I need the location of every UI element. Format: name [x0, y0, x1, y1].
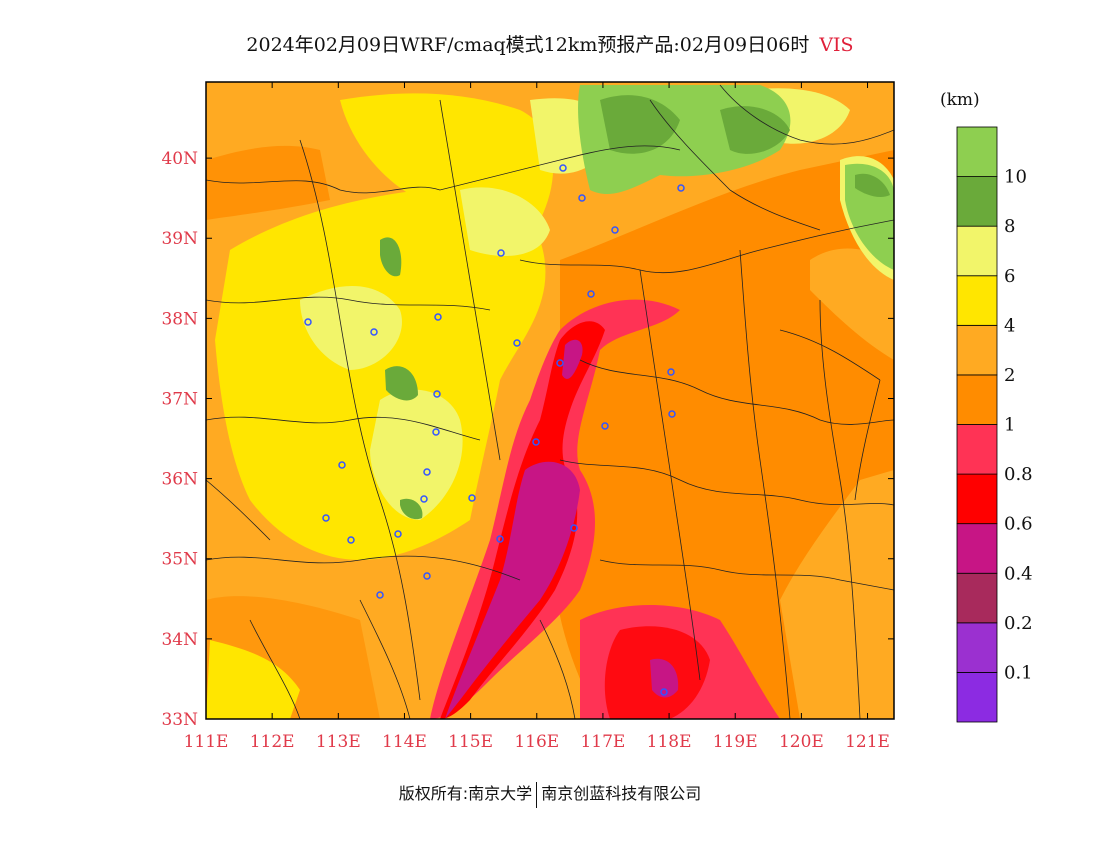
city-marker [423, 572, 431, 580]
y-tick-label: 33N [161, 710, 198, 730]
city-marker [677, 184, 685, 192]
city-marker [433, 390, 441, 398]
y-tick-label: 38N [161, 309, 198, 329]
x-tick-label: 111E [184, 732, 229, 752]
y-tick-label: 39N [161, 229, 198, 249]
colorbar-label: 10 [1004, 167, 1027, 188]
city-marker [660, 688, 668, 696]
colorbar-bin [956, 126, 998, 177]
city-marker [556, 359, 564, 367]
city-marker [513, 339, 521, 347]
visibility-field [206, 82, 894, 719]
x-tick-label: 113E [316, 732, 361, 752]
city-marker [468, 494, 476, 502]
x-tick-label: 121E [845, 732, 890, 752]
city-marker [601, 422, 609, 430]
colorbar: 0.1 0.2 0.4 0.6 0.8 1 2 4 6 8 10 [956, 126, 1033, 723]
x-tick-label: 117E [580, 732, 625, 752]
colorbar-label: 0.2 [1004, 613, 1033, 634]
colorbar-bin [956, 523, 998, 574]
x-tick-label: 118E [647, 732, 692, 752]
colorbar-bin [956, 225, 998, 277]
x-tick-label: 116E [514, 732, 559, 752]
colorbar-label: 2 [1004, 365, 1015, 386]
city-marker [668, 410, 676, 418]
colorbar-bin [956, 424, 998, 475]
colorbar-label: 0.1 [1004, 662, 1033, 683]
city-marker [611, 226, 619, 234]
y-tick-label: 36N [161, 470, 198, 490]
city-marker [532, 438, 540, 446]
y-tick-label: 34N [161, 630, 198, 650]
variable-label: VIS [819, 34, 854, 56]
footer-separator [536, 781, 538, 808]
colorbar-bin [956, 374, 998, 425]
city-marker [578, 194, 586, 202]
city-marker [434, 313, 442, 321]
x-axis: 111E 112E 113E 114E 115E 116E 117E 118E 119E 120E… [184, 82, 890, 752]
company-text: 南京创蓝科技有限公司 [541, 784, 702, 803]
city-marker [376, 591, 384, 599]
colorbar-bin [956, 324, 998, 376]
colorbar-label: 6 [1004, 266, 1015, 287]
y-tick-label: 35N [161, 550, 198, 570]
x-tick-label: 115E [448, 732, 493, 752]
footer: 版权所有:南京大学 南京创蓝科技有限公司 [0, 780, 1100, 808]
x-tick-label: 114E [382, 732, 427, 752]
colorbar-bin [956, 275, 998, 326]
colorbar-label: 0.8 [1004, 464, 1033, 485]
city-marker [423, 468, 431, 476]
city-marker [338, 461, 346, 469]
map-frame [205, 81, 895, 720]
copyright-text: 版权所有:南京大学 [398, 784, 533, 803]
city-marker [394, 530, 402, 538]
colorbar-label: 0.4 [1004, 563, 1033, 584]
x-tick-label: 119E [713, 732, 758, 752]
city-marker [347, 536, 355, 544]
city-marker [587, 290, 595, 298]
y-tick-label: 40N [161, 149, 198, 169]
x-tick-label: 112E [250, 732, 295, 752]
colorbar-label: 0.6 [1004, 514, 1033, 535]
colorbar-bin [956, 176, 998, 227]
city-marker [322, 514, 330, 522]
boundary-lines [206, 84, 894, 719]
colorbar-unit: (km) [940, 90, 980, 110]
colorbar-bin [956, 572, 998, 624]
city-marker [420, 495, 428, 503]
city-marker [667, 368, 675, 376]
map-title: 2024年02月09日WRF/cmaq模式12km预报产品:02月09日06时 V… [0, 30, 1100, 57]
city-marker [432, 428, 440, 436]
city-marker [559, 164, 567, 172]
title-text: 2024年02月09日WRF/cmaq模式12km预报产品:02月09日06时 [246, 34, 810, 56]
city-marker [570, 524, 578, 532]
colorbar-bin [956, 672, 998, 723]
colorbar-label: 8 [1004, 216, 1015, 237]
city-marker [497, 249, 505, 257]
city-marker [304, 318, 312, 326]
colorbar-label: 4 [1004, 315, 1015, 336]
x-tick-label: 120E [779, 732, 824, 752]
colorbar-label: 1 [1004, 415, 1015, 436]
y-axis: 33N 34N 35N 36N 37N 38N 39N 40N [161, 149, 894, 730]
colorbar-bin [956, 622, 998, 673]
city-marker [370, 328, 378, 336]
y-tick-label: 37N [161, 389, 198, 409]
city-marker [496, 535, 504, 543]
city-markers [304, 164, 685, 696]
colorbar-bin [956, 473, 998, 525]
